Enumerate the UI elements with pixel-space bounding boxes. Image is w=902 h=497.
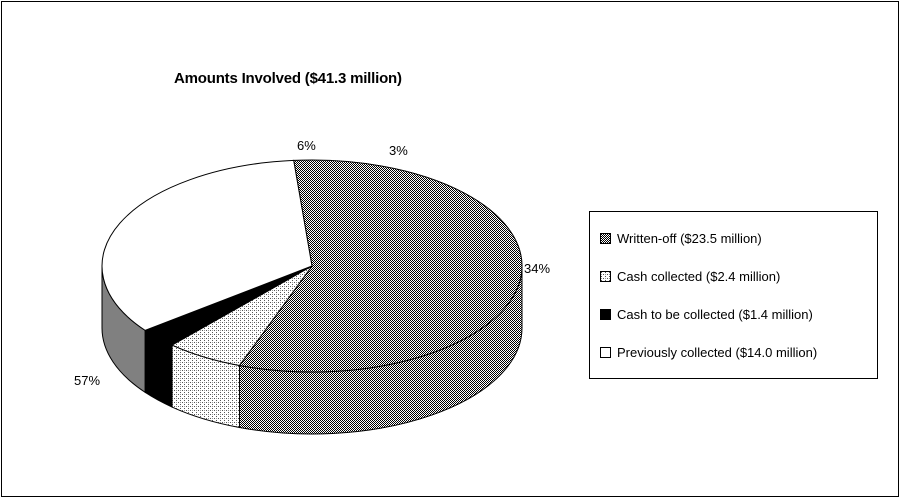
- pie-tops: [101, 159, 523, 373]
- pie-sides: [101, 265, 523, 435]
- legend-label: Written-off ($23.5 million): [617, 230, 762, 246]
- legend-item-cash-collected: Cash collected ($2.4 million): [600, 268, 780, 284]
- pie-data-label-4: 34%: [524, 261, 550, 276]
- chart-title: Amounts Involved ($41.3 million): [174, 70, 402, 87]
- legend-label: Cash collected ($2.4 million): [617, 268, 781, 284]
- legend: Written-off ($23.5 million) Cash collect…: [589, 211, 878, 379]
- legend-swatch-previously-collected: [600, 346, 611, 358]
- pie-slice-1: [238, 159, 523, 373]
- legend-item-written-off: Written-off ($23.5 million): [600, 230, 762, 246]
- legend-item-cash-to-be-collected: Cash to be collected ($1.4 million): [600, 306, 813, 322]
- pie-data-label-3: 3%: [389, 143, 408, 158]
- pie-labels: 57% 6% 3% 34%: [74, 138, 550, 388]
- legend-item-previously-collected: Previously collected ($14.0 million): [600, 344, 817, 360]
- pie-data-label-1: 57%: [74, 373, 100, 388]
- pie-data-label-2: 6%: [297, 138, 316, 153]
- legend-swatch-cash-to-be-collected: [600, 308, 611, 320]
- legend-label: Previously collected ($14.0 million): [617, 344, 818, 360]
- legend-label: Cash to be collected ($1.4 million): [617, 306, 813, 322]
- pie-slice-4: [101, 159, 313, 331]
- legend-swatch-written-off: [600, 232, 611, 244]
- legend-swatch-cash-collected: [600, 270, 611, 282]
